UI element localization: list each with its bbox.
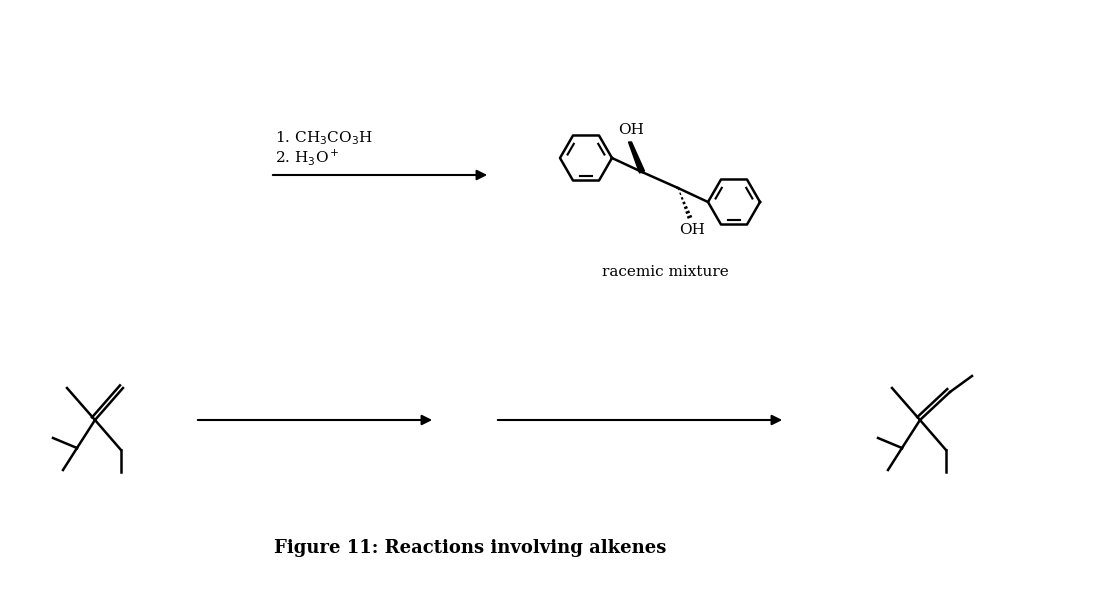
Text: 2. H$_3$O$^+$: 2. H$_3$O$^+$ <box>275 147 339 167</box>
Text: OH: OH <box>679 223 705 237</box>
Text: Figure 11: Reactions involving alkenes: Figure 11: Reactions involving alkenes <box>273 539 666 557</box>
Text: 1. CH$_3$CO$_3$H: 1. CH$_3$CO$_3$H <box>275 129 373 147</box>
Text: OH: OH <box>618 123 644 137</box>
Text: racemic mixture: racemic mixture <box>602 265 729 279</box>
Polygon shape <box>628 142 645 173</box>
